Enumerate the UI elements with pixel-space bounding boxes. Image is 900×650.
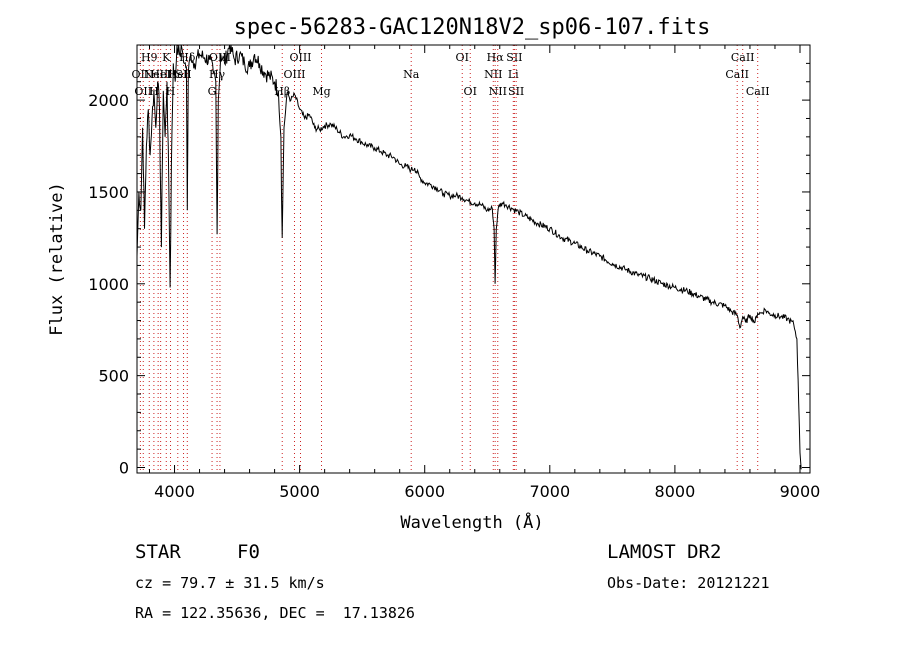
spectral-line-label: OIII	[283, 68, 305, 81]
axis-ticks: 4000 5000 6000 7000 8000 9000 0 500 1000 1500 2000	[88, 45, 820, 501]
chart-title: spec-56283-GAC120N18V2_sp06-107.fits	[234, 15, 711, 40]
spectral-line-label: OII	[134, 85, 152, 98]
y-tick-label: 500	[98, 367, 129, 386]
spectral-line-label: NII	[484, 68, 502, 81]
x-axis-label: Wavelength (Å)	[400, 511, 543, 533]
x-tick-label: 8000	[655, 482, 696, 501]
spectral-line-label: CaII	[746, 85, 770, 98]
spectral-line-label: G	[208, 85, 217, 98]
spectral-lines: OIIOIIH9HNeIIIHeIKHHeISIIHδGHγOIIIHβOIII…	[132, 45, 770, 473]
y-axis-label: Flux (relative)	[47, 182, 67, 336]
y-tick-label: 1500	[88, 183, 129, 202]
spectral-line-label: SII	[175, 68, 191, 81]
spectral-line-label: NII	[489, 85, 507, 98]
spectral-line-label: OII	[132, 68, 150, 81]
x-tick-label: 4000	[154, 482, 195, 501]
spectral-line-label: CaII	[731, 51, 755, 64]
object-class: STAR	[135, 541, 181, 563]
observation-date: Obs-Date: 20121221	[607, 574, 770, 592]
spectral-line-label: Na	[403, 68, 420, 81]
x-tick-label: 5000	[279, 482, 320, 501]
spectral-line-label: K	[162, 51, 171, 64]
survey-name: LAMOST DR2	[607, 541, 722, 563]
x-tick-label: 9000	[780, 482, 821, 501]
spectral-line-label: Mg	[312, 85, 330, 98]
spectral-line-label: Hγ	[209, 68, 226, 81]
x-tick-label: 7000	[529, 482, 570, 501]
spectrum-series-line	[136, 44, 802, 470]
spectral-line-label: HeI	[150, 68, 170, 81]
spectral-line-label: OI	[456, 51, 469, 64]
spectral-line-label: H9	[141, 51, 158, 64]
spectral-line-label: SII	[506, 51, 522, 64]
y-tick-label: 0	[119, 458, 129, 477]
spectral-line-label: SII	[508, 85, 524, 98]
x-tick-label: 6000	[404, 482, 445, 501]
spectral-line-label: CaII	[725, 68, 749, 81]
redshift-cz: cz = 79.7 ± 31.5 km/s	[135, 574, 325, 592]
coordinates: RA = 122.35636, DEC = 17.13826	[135, 604, 415, 622]
spectral-line-label: H	[166, 85, 176, 98]
spectral-line-label: OIII	[289, 51, 311, 64]
y-tick-label: 1000	[88, 275, 129, 294]
spectral-line-label: Hα	[487, 51, 505, 64]
y-tick-label: 2000	[88, 91, 129, 110]
plot-frame	[136, 44, 811, 474]
spectral-line-label: NeIII	[144, 68, 173, 81]
object-subclass: F0	[237, 541, 260, 563]
spectral-line-label: OI	[464, 85, 477, 98]
spectral-line-label: Li	[508, 68, 519, 81]
